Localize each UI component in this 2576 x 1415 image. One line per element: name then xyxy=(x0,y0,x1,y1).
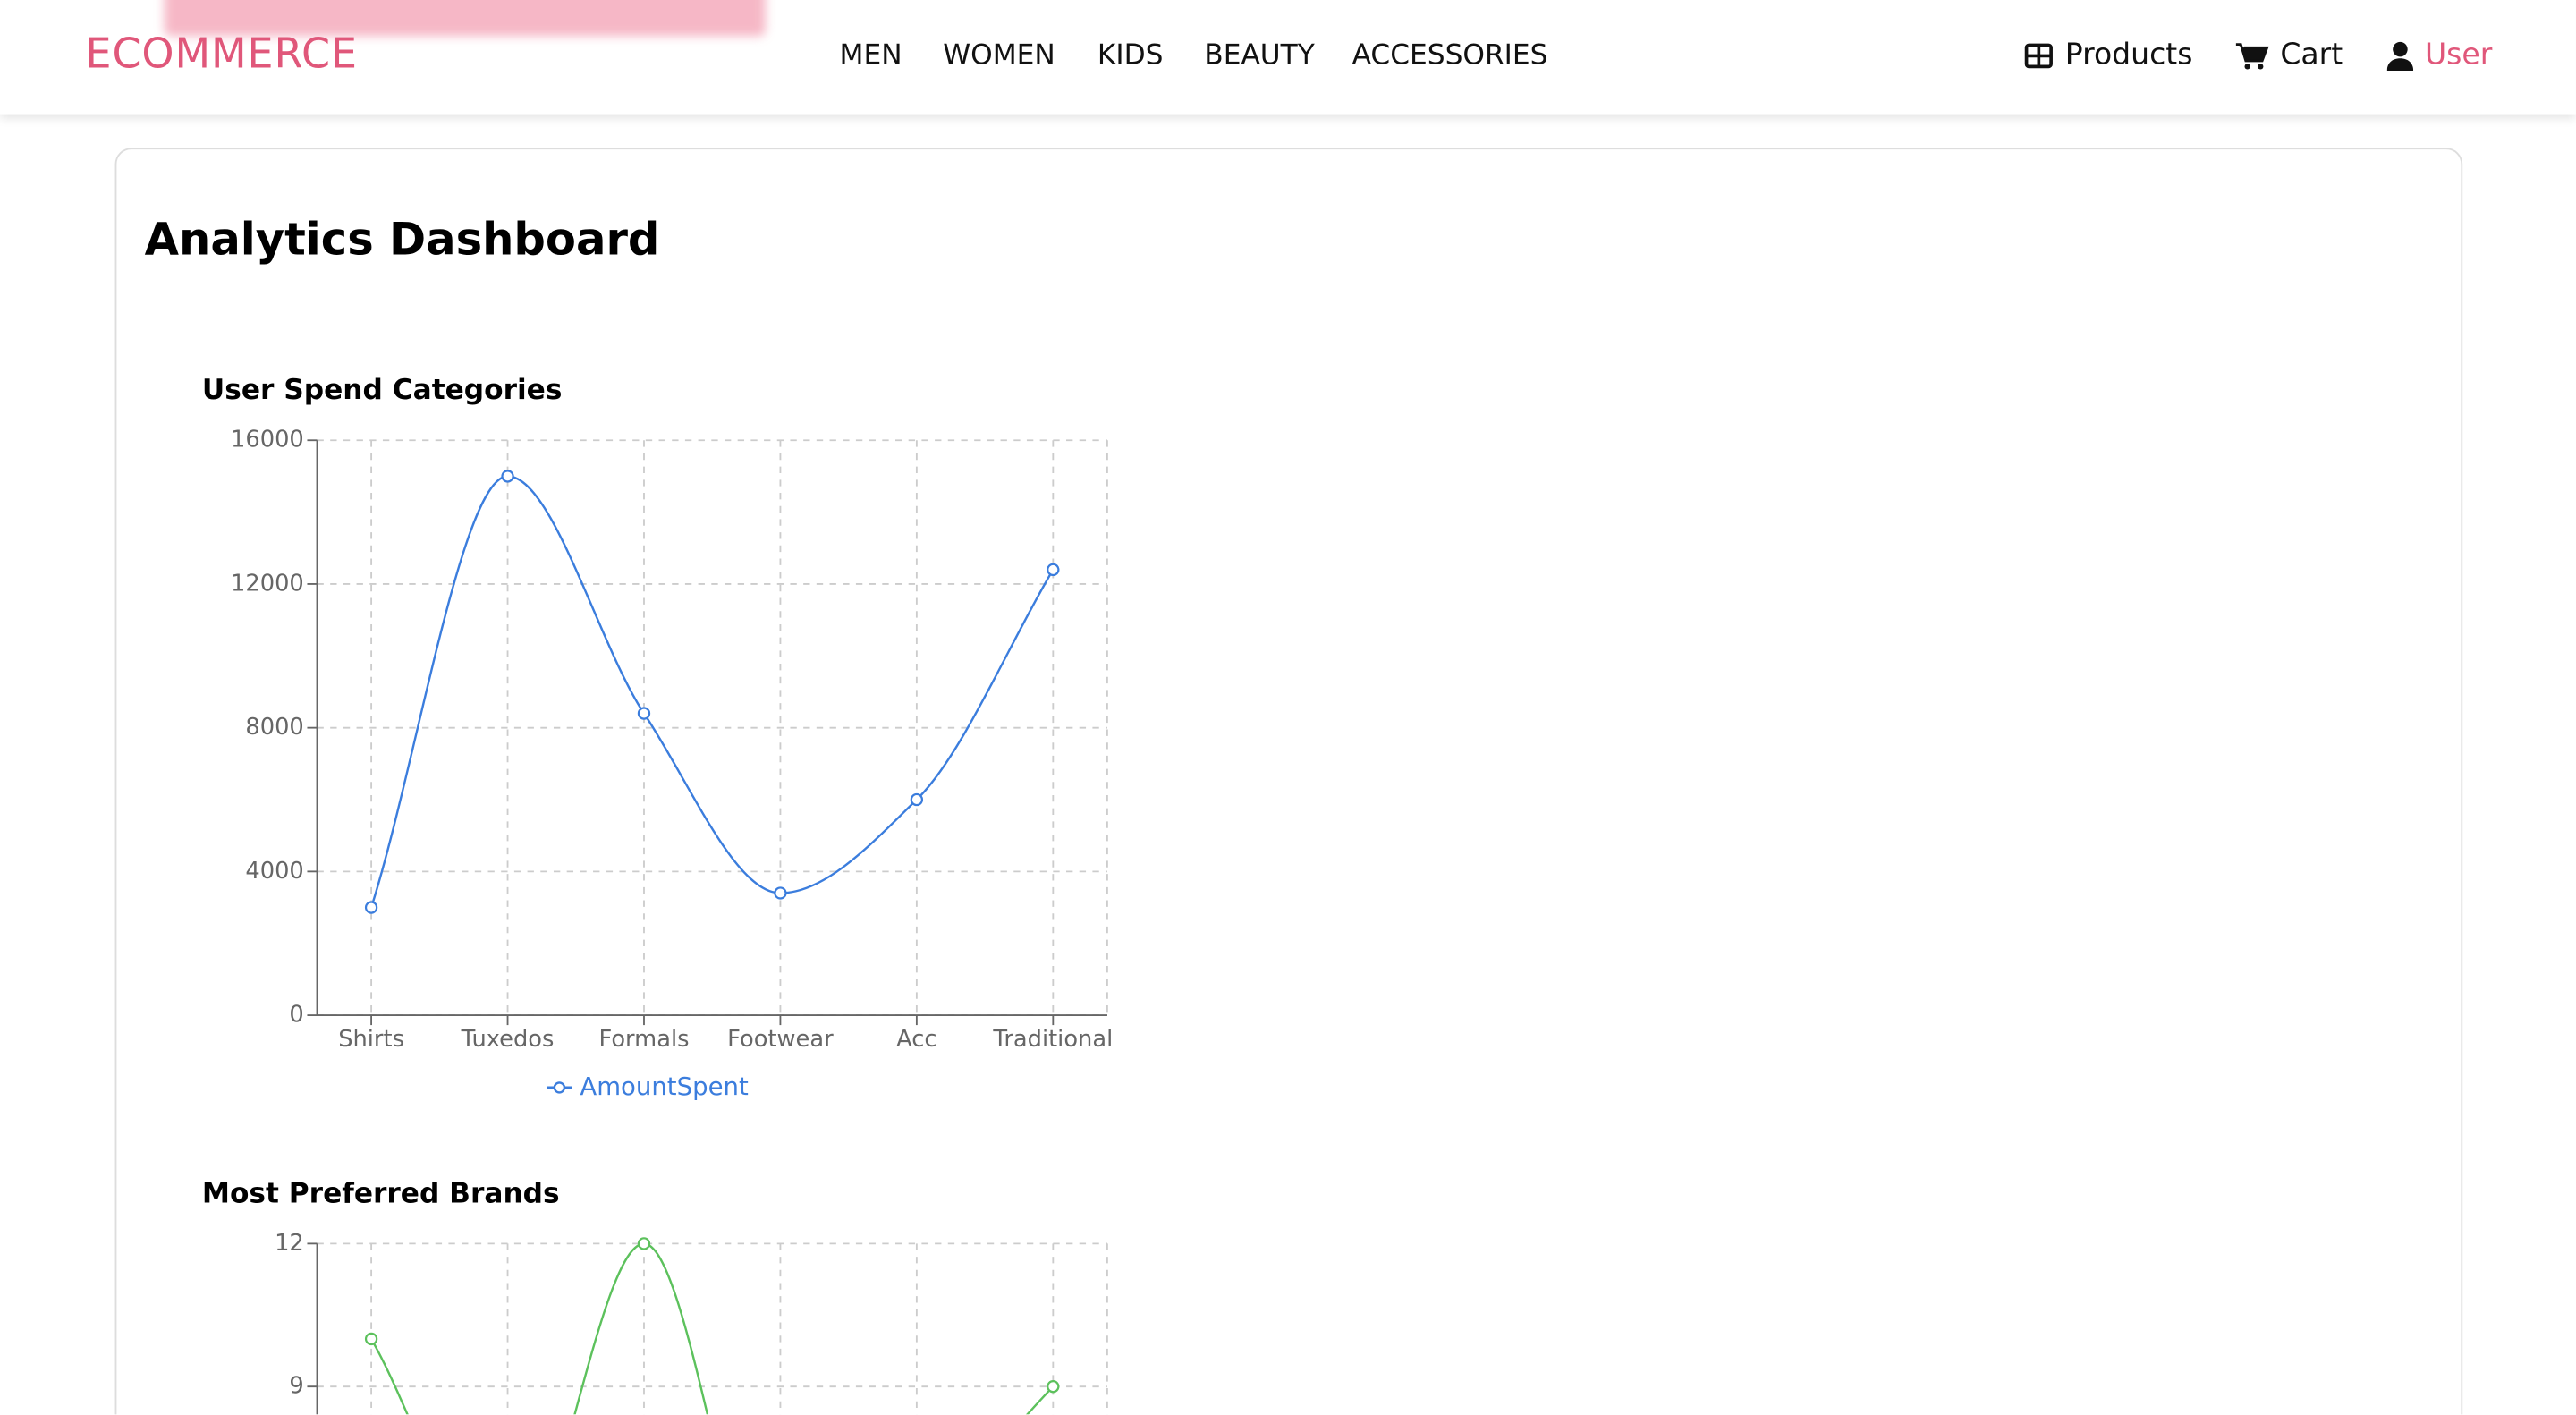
y-tick-label: 12 xyxy=(275,1230,304,1257)
line xyxy=(370,1242,1055,1415)
chart-title: User Spend Categories xyxy=(202,374,563,406)
nav-link[interactable]: KIDS xyxy=(1097,39,1164,72)
logo[interactable]: ECOMMERCE xyxy=(85,30,358,78)
x-tick-label: Tuxedos xyxy=(461,1026,555,1053)
nav-link[interactable]: BEAUTY xyxy=(1204,39,1315,72)
blurred-button xyxy=(164,0,766,37)
dashboard-title: Analytics Dashboard xyxy=(144,215,660,267)
user-button[interactable]: User xyxy=(2386,38,2493,72)
x-tick-label: Traditional xyxy=(992,1026,1113,1053)
cart-button[interactable]: Cart xyxy=(2235,38,2343,72)
y-tick-label: 9 xyxy=(289,1373,303,1400)
nav-link[interactable]: WOMEN xyxy=(943,39,1055,72)
y-tick-label: 8000 xyxy=(245,714,303,741)
point xyxy=(364,1332,378,1346)
y-tick-label: 12000 xyxy=(231,570,304,597)
x-tick-label: Formals xyxy=(598,1026,689,1053)
dashboard-card xyxy=(114,148,2463,1415)
point xyxy=(501,470,514,483)
x-tick-label: Acc xyxy=(896,1026,936,1053)
y-tick-label: 0 xyxy=(289,1002,303,1029)
point xyxy=(1046,563,1060,577)
x-tick-label: Shirts xyxy=(338,1026,404,1053)
point xyxy=(1046,1380,1060,1394)
x-tick-label: Footwear xyxy=(727,1026,834,1053)
grid-icon xyxy=(2024,42,2053,68)
products-button[interactable]: Products xyxy=(2024,38,2193,72)
products-label: Products xyxy=(2064,38,2193,72)
point xyxy=(637,1237,651,1250)
point xyxy=(364,901,378,914)
point xyxy=(774,886,787,900)
y-tick-label: 4000 xyxy=(245,858,303,885)
navbar: ECOMMERCE MEN WOMEN KIDS BEAUTY ACCESSOR… xyxy=(0,0,2576,115)
nav-link[interactable]: ACCESSORIES xyxy=(1352,39,1548,72)
y-tick-label: 16000 xyxy=(231,427,304,453)
legend-label: AmountSpent xyxy=(580,1072,749,1101)
point xyxy=(637,707,651,720)
point xyxy=(910,792,924,807)
nav-link[interactable]: MEN xyxy=(839,39,902,72)
line xyxy=(369,475,1055,908)
user-label: User xyxy=(2424,38,2493,72)
chart-title: Most Preferred Brands xyxy=(202,1177,560,1209)
cart-label: Cart xyxy=(2280,38,2343,72)
legend-icon xyxy=(553,1081,566,1094)
cart-icon xyxy=(2235,42,2269,69)
user-icon xyxy=(2386,40,2414,71)
